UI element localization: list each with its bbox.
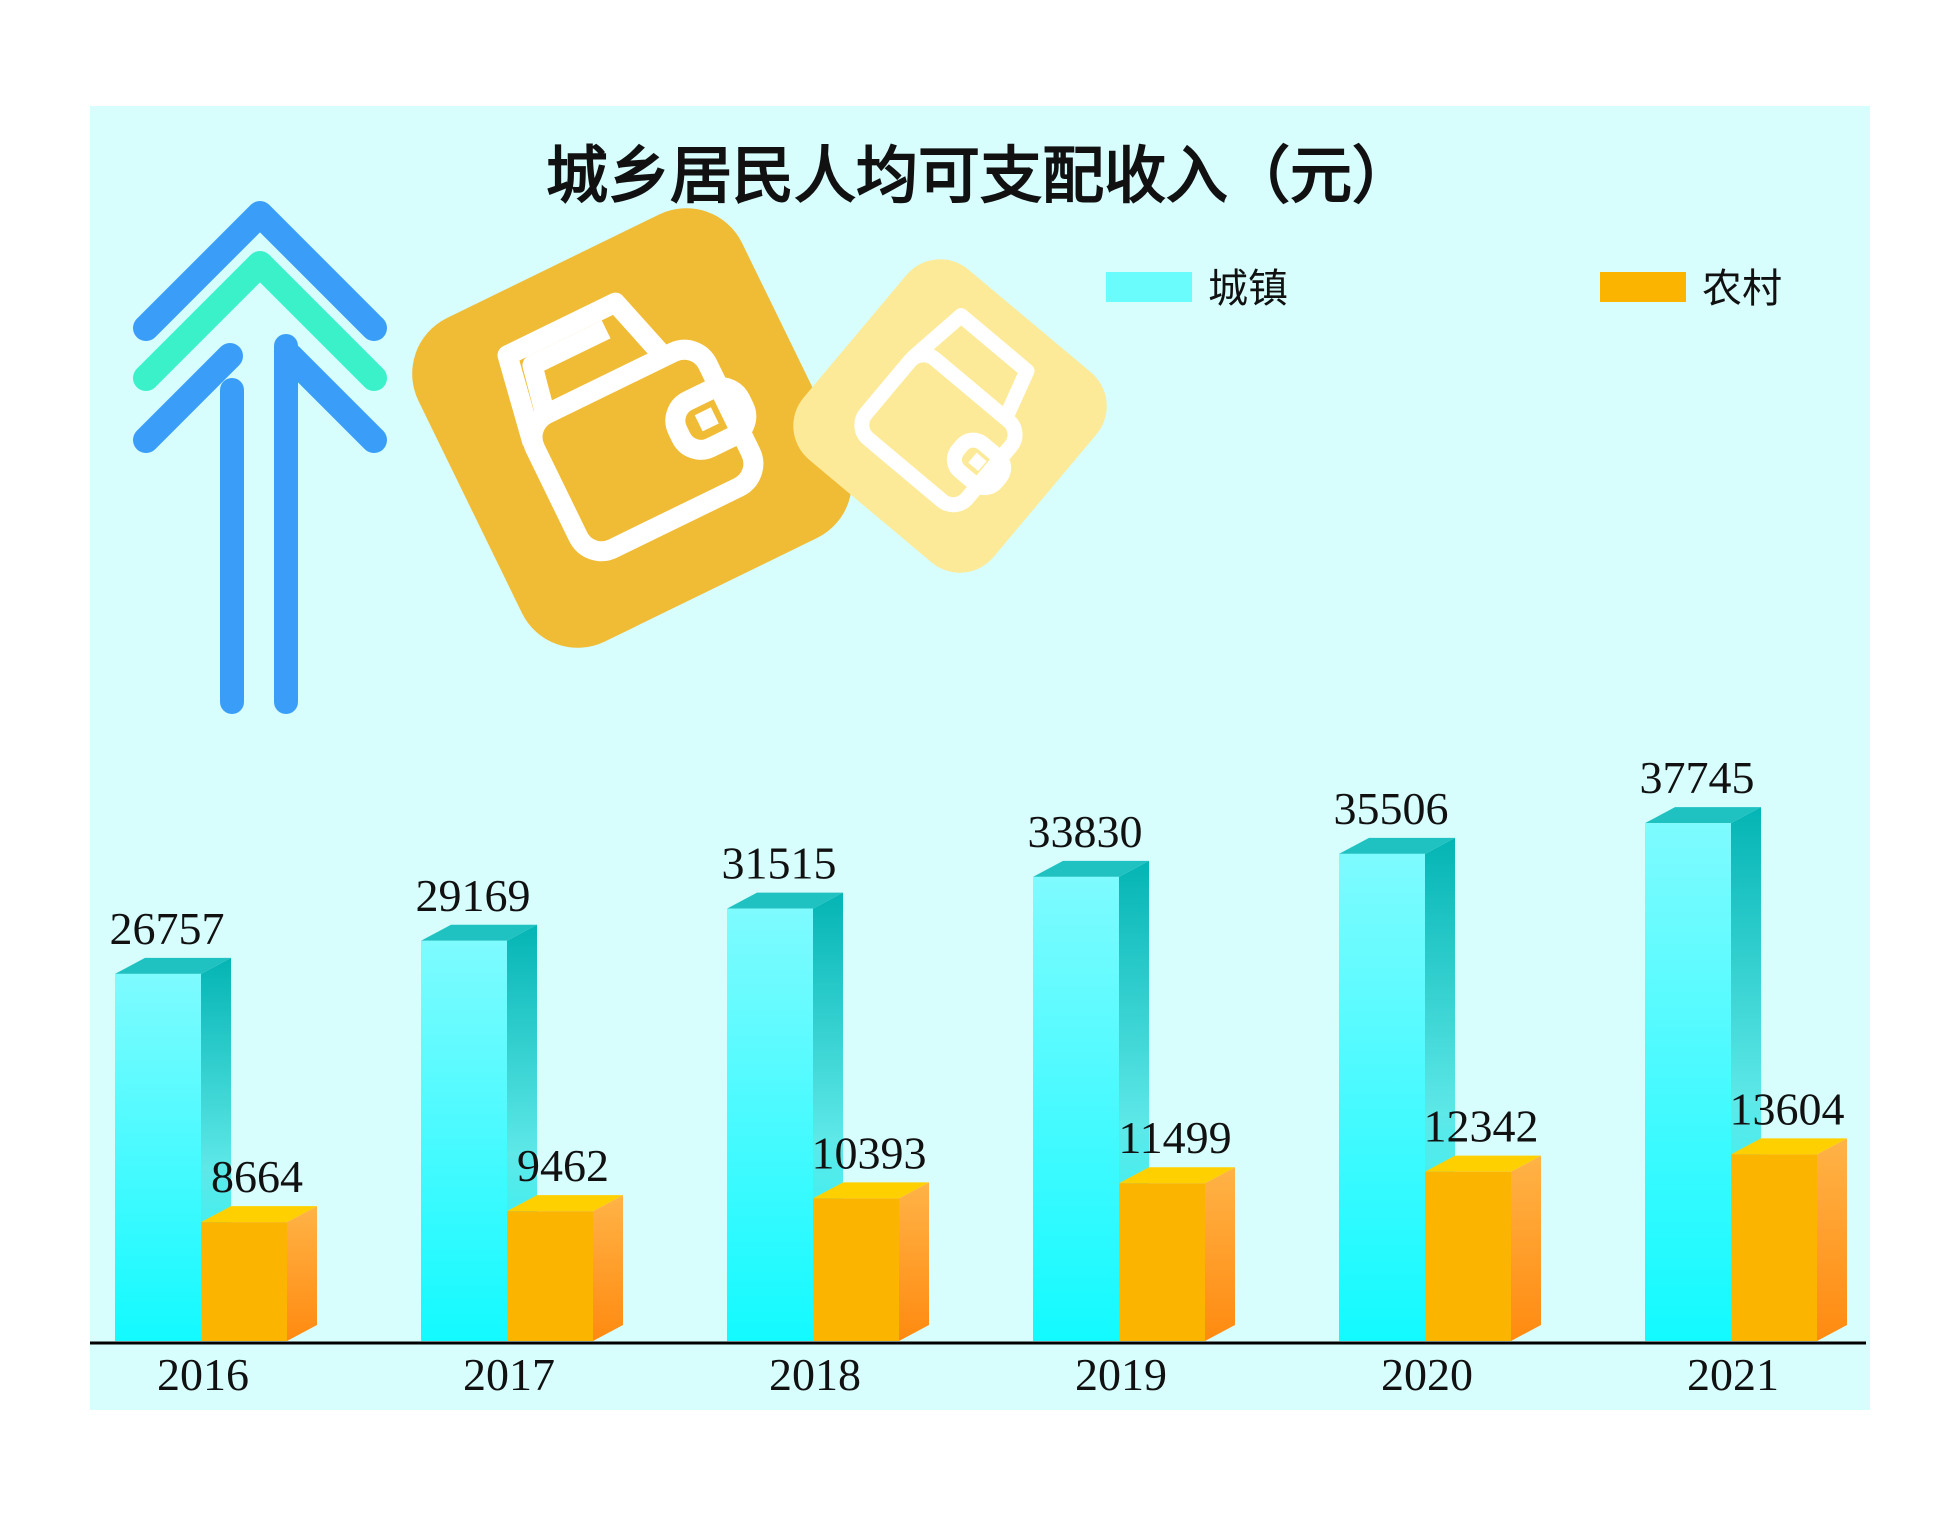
x-tick-label-2016: 2016 bbox=[157, 1349, 249, 1400]
wallet-icon bbox=[793, 259, 1107, 573]
bar-urban-2021-top bbox=[1645, 807, 1761, 824]
bar-urban-2019-value-label: 33830 bbox=[1028, 806, 1143, 857]
bars-layer: 26757 8664 29169 9462 31515 10393 33830 11499 35… bbox=[110, 752, 1847, 1341]
bar-rural-2017-top bbox=[507, 1195, 623, 1212]
bar-urban-2018-value-label: 31515 bbox=[722, 838, 837, 889]
bar-urban-2019-top bbox=[1033, 860, 1149, 877]
bar-rural-2020 bbox=[1425, 1155, 1541, 1341]
up-arrow-icon bbox=[133, 201, 387, 714]
bar-rural-2018-top bbox=[813, 1182, 929, 1199]
bar-rural-2021-front bbox=[1731, 1154, 1817, 1341]
bar-rural-2021-side bbox=[1817, 1138, 1847, 1341]
bar-rural-2017-value-label: 9462 bbox=[517, 1140, 609, 1191]
bar-urban-2017-front bbox=[421, 940, 507, 1341]
bar-rural-2017-side bbox=[593, 1195, 623, 1341]
wallet-icon bbox=[412, 208, 852, 648]
chart-title: 城乡居民人均可支配收入（元） bbox=[546, 139, 1414, 212]
x-tick-label-2021: 2021 bbox=[1687, 1349, 1779, 1400]
bar-urban-2018-top bbox=[727, 892, 843, 909]
bar-urban-2017-top bbox=[421, 924, 537, 941]
bar-rural-2021-value-label: 13604 bbox=[1730, 1083, 1845, 1134]
bar-urban-2021-value-label: 37745 bbox=[1640, 752, 1755, 803]
bar-urban-2020-top bbox=[1339, 837, 1455, 854]
bar-rural-2021-top bbox=[1731, 1138, 1847, 1155]
bar-urban-2016-value-label: 26757 bbox=[110, 903, 225, 954]
bar-rural-2016 bbox=[201, 1206, 317, 1341]
bar-rural-2016-front bbox=[201, 1222, 287, 1341]
legend: 城镇 农村 bbox=[1106, 266, 1782, 312]
bar-rural-2020-front bbox=[1425, 1171, 1511, 1341]
x-tick-labels: 2016 2017 2018 2019 2020 2021 bbox=[157, 1349, 1779, 1400]
bar-rural-2021 bbox=[1731, 1138, 1847, 1341]
bar-rural-2018-front bbox=[813, 1198, 899, 1341]
bar-urban-2017-value-label: 29169 bbox=[416, 870, 531, 921]
bar-rural-2018 bbox=[813, 1182, 929, 1341]
legend-label-urban: 城镇 bbox=[1208, 266, 1288, 312]
bar-rural-2017-front bbox=[507, 1211, 593, 1341]
bar-urban-2019-front bbox=[1033, 876, 1119, 1341]
bar-rural-2016-side bbox=[287, 1206, 317, 1341]
x-tick-label-2018: 2018 bbox=[769, 1349, 861, 1400]
bar-rural-2020-top bbox=[1425, 1155, 1541, 1172]
bar-rural-2019 bbox=[1119, 1167, 1235, 1341]
bar-rural-2020-side bbox=[1511, 1155, 1541, 1341]
legend-label-rural: 农村 bbox=[1702, 266, 1782, 312]
bar-rural-2018-value-label: 10393 bbox=[812, 1127, 927, 1178]
bar-urban-2016-front bbox=[115, 973, 201, 1341]
bar-urban-2020-value-label: 35506 bbox=[1334, 783, 1449, 834]
bar-rural-2019-front bbox=[1119, 1183, 1205, 1341]
bar-urban-2021 bbox=[1645, 807, 1761, 1341]
legend-swatch-urban bbox=[1106, 272, 1192, 302]
bar-rural-2020-value-label: 12342 bbox=[1424, 1101, 1539, 1152]
bar-rural-2017 bbox=[507, 1195, 623, 1341]
x-tick-label-2020: 2020 bbox=[1381, 1349, 1473, 1400]
bar-rural-2016-top bbox=[201, 1206, 317, 1223]
bar-rural-2018-side bbox=[899, 1182, 929, 1341]
bar-rural-2019-value-label: 11499 bbox=[1118, 1112, 1231, 1163]
bar-rural-2016-value-label: 8664 bbox=[211, 1151, 303, 1202]
bar-rural-2019-top bbox=[1119, 1167, 1235, 1184]
bar-urban-2021-front bbox=[1645, 823, 1731, 1341]
bar-urban-2020-front bbox=[1339, 853, 1425, 1341]
bar-rural-2019-side bbox=[1205, 1167, 1235, 1341]
x-tick-label-2017: 2017 bbox=[463, 1349, 555, 1400]
x-tick-label-2019: 2019 bbox=[1075, 1349, 1167, 1400]
bar-urban-2018-front bbox=[727, 908, 813, 1341]
legend-swatch-rural bbox=[1600, 272, 1686, 302]
bar-urban-2016-top bbox=[115, 957, 231, 974]
